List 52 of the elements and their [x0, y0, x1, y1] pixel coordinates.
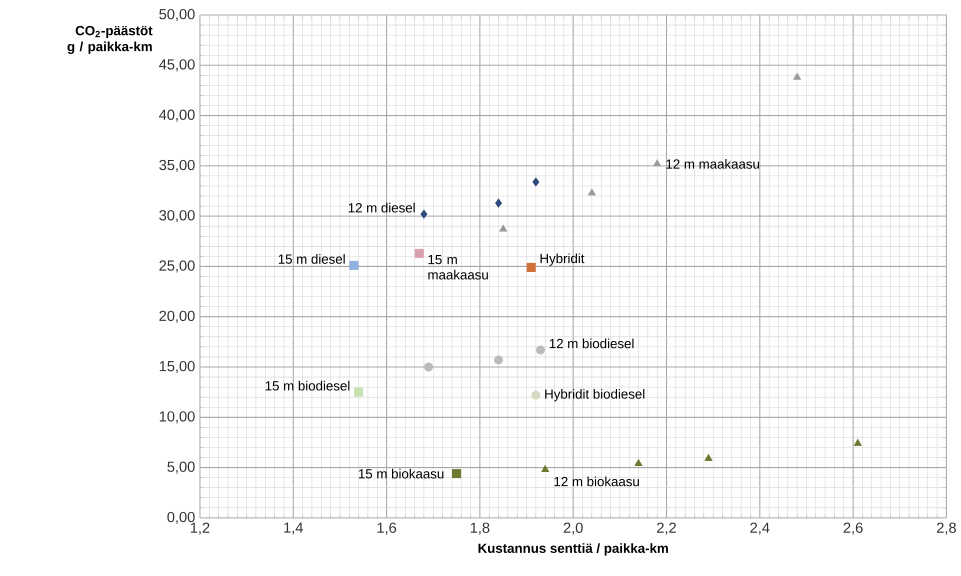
y-tick-label: 50,00 — [159, 9, 195, 22]
x-tick-label: 2,4 — [750, 522, 770, 535]
series-label: 15 m biokaasu — [358, 468, 444, 479]
point — [424, 362, 434, 372]
series-label: 12 m diesel — [348, 202, 415, 213]
y-tick-label: 20,00 — [159, 310, 195, 323]
x-tick-label: 2,8 — [937, 522, 956, 535]
point — [634, 459, 642, 466]
x-tick-label: 2,2 — [657, 522, 676, 535]
x-tick-label: 2,6 — [844, 522, 863, 535]
point — [349, 260, 358, 270]
y-tick-label: 5,00 — [167, 462, 195, 474]
series-label: Hybridit biodiesel — [545, 389, 644, 402]
point — [541, 465, 550, 472]
y-tick-label: 40,00 — [159, 110, 195, 122]
x-tick-label: 1,2 — [190, 522, 210, 535]
x-tick-label: 1,6 — [378, 522, 396, 535]
series-label: 15 m maakaasu — [428, 255, 488, 280]
y-tick-label: 30,00 — [159, 210, 195, 222]
x-tick-label: 1,8 — [470, 522, 490, 535]
series-label: 12 m maakaasu — [666, 159, 760, 169]
series-label: 15 m diesel — [278, 254, 345, 264]
point — [526, 262, 536, 272]
point — [854, 439, 862, 446]
series-label: Hybridit — [540, 254, 584, 266]
x-tick-label: 1,4 — [284, 522, 303, 535]
point — [494, 356, 504, 365]
point — [704, 454, 712, 461]
point — [531, 390, 540, 400]
x-tick-label: 2,0 — [564, 522, 583, 535]
series-label: 12 m biokaasu — [554, 476, 639, 486]
y-tick-label: 0,00 — [167, 512, 195, 524]
y-tick-label: 10,00 — [160, 411, 195, 424]
y-tick-label: 45,00 — [159, 59, 195, 72]
y-tick-label: 25,00 — [159, 260, 195, 273]
y-tick-label: 35,00 — [159, 160, 195, 172]
point — [532, 178, 540, 187]
x-axis-title: Kustannus senttiä / paikka-km — [478, 543, 668, 556]
point — [653, 159, 662, 166]
point — [420, 210, 428, 219]
series-label: 12 m biodiesel — [550, 338, 634, 348]
point — [793, 72, 802, 80]
point — [495, 198, 502, 208]
series-label: 15 m biodiesel — [266, 380, 350, 391]
point — [354, 388, 364, 397]
point — [414, 248, 424, 258]
y-tick-label: 15,00 — [160, 361, 195, 374]
point — [452, 469, 462, 478]
y-axis-title: CO$_{2}$-päästöt g / paikka-km — [68, 26, 152, 54]
point — [499, 224, 508, 232]
point — [588, 188, 596, 196]
point — [536, 345, 546, 354]
